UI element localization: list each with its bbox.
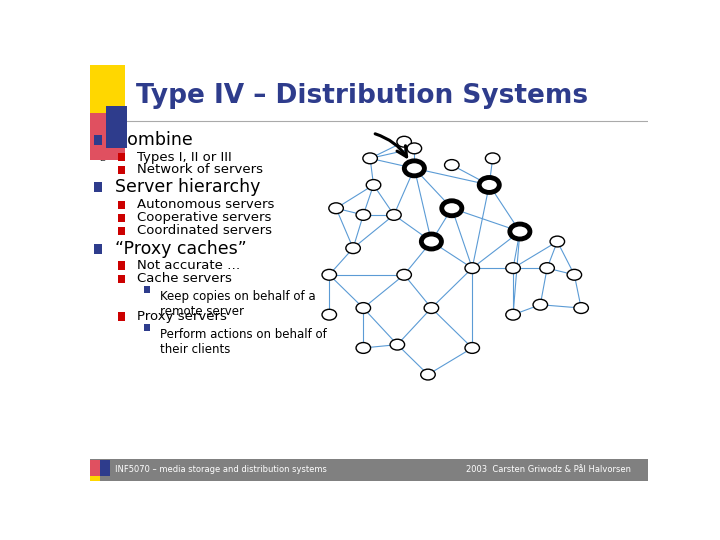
Text: Coordinated servers: Coordinated servers [138, 224, 272, 237]
Bar [94, 244, 102, 254]
Circle shape [442, 201, 462, 216]
Bar [144, 324, 150, 331]
Text: 2: 2 [99, 153, 105, 164]
Text: Keep copies on behalf of a
remote server: Keep copies on behalf of a remote server [160, 290, 315, 318]
Bar [118, 312, 125, 321]
Circle shape [322, 309, 336, 320]
Circle shape [550, 236, 564, 247]
Circle shape [356, 210, 371, 220]
Circle shape [465, 263, 480, 274]
Circle shape [397, 136, 411, 147]
Circle shape [363, 153, 377, 164]
Circle shape [322, 269, 336, 280]
Circle shape [506, 309, 521, 320]
Text: Autonomous servers: Autonomous servers [138, 198, 275, 212]
Text: INF5070 – media storage and distribution systems: INF5070 – media storage and distribution… [114, 465, 326, 474]
Text: Cache servers: Cache servers [138, 273, 233, 286]
Circle shape [420, 369, 435, 380]
Circle shape [485, 153, 500, 164]
Circle shape [407, 143, 422, 154]
Bar [144, 286, 150, 294]
Text: 2003  Carsten Griwodz & Pål Halvorsen: 2003 Carsten Griwodz & Pål Halvorsen [467, 465, 631, 474]
Bar [118, 214, 125, 222]
Circle shape [329, 203, 343, 214]
Text: Combine: Combine [115, 131, 193, 149]
Circle shape [574, 302, 588, 313]
Bar [118, 227, 125, 235]
Circle shape [480, 178, 499, 192]
Text: Cooperative servers: Cooperative servers [138, 211, 272, 224]
Bar [100, 460, 110, 476]
Bar [118, 153, 125, 161]
Circle shape [387, 210, 401, 220]
Circle shape [465, 342, 480, 353]
Bar [118, 201, 125, 209]
Circle shape [510, 224, 530, 239]
Circle shape [567, 269, 582, 280]
Text: Proxy servers: Proxy servers [138, 310, 228, 323]
Bar [118, 261, 125, 270]
Circle shape [366, 180, 381, 191]
Circle shape [405, 161, 424, 176]
Circle shape [356, 342, 371, 353]
Bar [90, 65, 125, 113]
Circle shape [346, 243, 360, 254]
Circle shape [424, 302, 438, 313]
Bar [90, 460, 100, 476]
Circle shape [444, 160, 459, 171]
Circle shape [506, 263, 521, 274]
Text: “Proxy caches”: “Proxy caches” [115, 240, 247, 258]
Bar [106, 106, 127, 148]
Circle shape [356, 302, 371, 313]
Bar [94, 134, 102, 145]
Bar [94, 183, 102, 192]
Text: Types I, II or III: Types I, II or III [138, 151, 232, 164]
Circle shape [421, 234, 441, 249]
Text: Perform actions on behalf of
their clients: Perform actions on behalf of their clien… [160, 328, 326, 355]
Circle shape [390, 339, 405, 350]
Text: Type IV – Distribution Systems: Type IV – Distribution Systems [136, 83, 588, 110]
Bar [90, 476, 100, 481]
Bar [90, 459, 648, 481]
Bar [118, 166, 125, 174]
Bar [90, 113, 125, 160]
Circle shape [397, 269, 411, 280]
Circle shape [533, 299, 548, 310]
Circle shape [540, 263, 554, 274]
Text: Server hierarchy: Server hierarchy [115, 178, 261, 197]
Text: Not accurate …: Not accurate … [138, 259, 240, 272]
Bar [118, 275, 125, 283]
Text: Network of servers: Network of servers [138, 164, 264, 177]
